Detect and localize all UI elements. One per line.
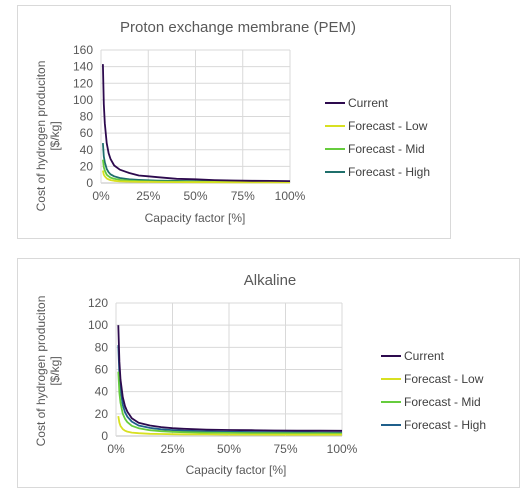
x-tick-label: 75% <box>273 442 297 456</box>
x-tick-label: 100% <box>275 189 306 203</box>
chart-title: Proton exchange membrane (PEM) <box>120 19 356 36</box>
y-tick-label: 20 <box>80 159 94 173</box>
y-tick-label: 120 <box>88 296 108 310</box>
y-tick-label: 140 <box>73 60 93 74</box>
x-axis-title: Capacity factor [%] <box>145 211 246 225</box>
legend-label: Forecast - Low <box>348 119 428 133</box>
y-tick-label: 20 <box>95 407 109 421</box>
x-tick-label: 50% <box>183 189 207 203</box>
legend: Current Forecast - Low Forecast - Mid Forec… <box>381 349 486 432</box>
pem-chart-svg: Proton exchange membrane (PEM) 0 20 40 60 80… <box>34 19 430 225</box>
legend: Current Forecast - Low Forecast - Mid Forec… <box>325 96 430 179</box>
y-axis-title-line-2: [$/kg] <box>48 356 62 385</box>
y-tick-label: 40 <box>95 385 109 399</box>
y-tick-label: 60 <box>95 363 109 377</box>
legend-label: Current <box>348 96 389 110</box>
series-line-forecast-high <box>102 143 290 183</box>
y-tick-label: 100 <box>88 318 108 332</box>
y-tick-label: 160 <box>73 43 93 57</box>
series-line-forecast-mid <box>117 371 343 435</box>
series-line-current <box>102 64 291 182</box>
y-tick-label: 120 <box>73 76 93 90</box>
series-line-forecast-low <box>117 415 342 436</box>
legend-label: Forecast - Low <box>404 372 484 386</box>
x-tick-label: 25% <box>136 189 160 203</box>
series-line-forecast-high <box>117 345 343 434</box>
series-lines <box>117 325 343 436</box>
series-line-current <box>117 325 343 432</box>
alkaline-chart-svg: Alkaline 0 20 40 60 80 100 120 0% 25% 50% 75% 100%… <box>34 272 486 477</box>
y-tick-label: 60 <box>80 126 94 140</box>
x-tick-label: 0% <box>107 442 125 456</box>
x-tick-labels: 0% 25% 50% 75% 100% <box>92 189 305 203</box>
y-axis-title-line-1: Cost of hydrogen produciton <box>34 61 48 212</box>
x-tick-label: 25% <box>160 442 184 456</box>
y-tick-label: 0 <box>101 429 108 443</box>
x-tick-label: 100% <box>327 442 358 456</box>
y-tick-label: 80 <box>80 110 94 124</box>
y-tick-labels: 0 20 40 60 80 100 120 <box>88 296 108 443</box>
y-axis-title-line-2: [$/kg] <box>48 121 62 150</box>
y-axis-title-line-1: Cost of hydrogen produciton <box>34 296 48 447</box>
y-tick-label: 80 <box>95 340 109 354</box>
legend-label: Forecast - High <box>348 165 430 179</box>
x-tick-labels: 0% 25% 50% 75% 100% <box>107 442 357 456</box>
legend-label: Current <box>404 349 445 363</box>
y-tick-label: 40 <box>80 143 94 157</box>
legend-label: Forecast - High <box>404 418 486 432</box>
alkaline-chart-panel: Alkaline 0 20 40 60 80 100 120 0% 25% 50% 75% 100%… <box>17 258 520 488</box>
legend-label: Forecast - Mid <box>348 142 425 156</box>
x-tick-label: 50% <box>217 442 241 456</box>
series-lines <box>102 64 291 184</box>
y-tick-label: 0 <box>86 176 93 190</box>
x-axis-title: Capacity factor [%] <box>186 463 287 477</box>
y-tick-label: 100 <box>73 93 93 107</box>
x-tick-label: 75% <box>231 189 255 203</box>
grid-lines <box>100 49 291 184</box>
pem-chart-panel: Proton exchange membrane (PEM) 0 20 40 60 80… <box>17 5 451 239</box>
grid-lines <box>115 302 343 437</box>
chart-title: Alkaline <box>244 272 297 289</box>
x-tick-label: 0% <box>92 189 110 203</box>
y-tick-labels: 0 20 40 60 80 100 120 140 160 <box>73 43 93 190</box>
series-line-forecast-low <box>102 170 290 184</box>
legend-label: Forecast - Mid <box>404 395 481 409</box>
